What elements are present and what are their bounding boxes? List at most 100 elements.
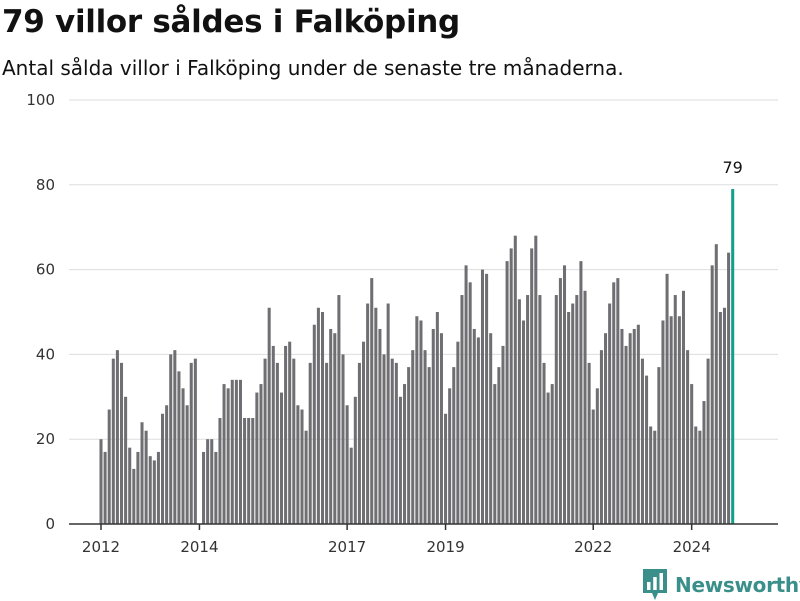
- bar: [640, 358, 644, 524]
- bar: [111, 358, 115, 524]
- brand-name: Newsworthy: [675, 573, 800, 597]
- bar: [521, 320, 526, 524]
- y-tick-label: 80: [36, 176, 55, 194]
- bar: [636, 324, 640, 524]
- bar: [124, 396, 128, 524]
- bar: [296, 405, 300, 524]
- bar: [103, 451, 107, 524]
- bar: [616, 278, 620, 524]
- bar: [698, 430, 702, 524]
- bar: [505, 261, 509, 524]
- bar: [472, 328, 476, 524]
- bar: [165, 405, 169, 524]
- bar: [517, 299, 521, 524]
- bar: [263, 358, 267, 524]
- bar: [271, 345, 275, 524]
- bar: [132, 468, 136, 524]
- bar: [727, 252, 731, 524]
- bar: [382, 354, 386, 524]
- bar: [714, 244, 718, 524]
- bar: [718, 312, 722, 524]
- bar: [119, 362, 124, 524]
- bar: [243, 418, 247, 524]
- bar: [485, 273, 489, 524]
- y-tick-label: 60: [36, 261, 55, 279]
- bar: [341, 354, 345, 524]
- bar: [702, 401, 706, 524]
- bar: [325, 362, 329, 524]
- bar: [353, 396, 357, 524]
- bars-layer: [99, 189, 735, 525]
- bar: [259, 384, 263, 524]
- bar: [448, 388, 452, 524]
- bar: [497, 367, 501, 524]
- bar: [534, 235, 538, 524]
- bar: [349, 447, 353, 524]
- labels-layer: 0 20 40 60 80 100 79 2012 2014 2017 2019 2022 2024: [26, 91, 743, 556]
- bar: [645, 375, 649, 524]
- bar: [279, 392, 284, 524]
- bar: [427, 367, 431, 524]
- bar: [661, 320, 665, 524]
- y-tick-label: 40: [36, 345, 55, 363]
- bar: [579, 261, 583, 524]
- bar: [337, 295, 341, 524]
- bar: [710, 265, 714, 524]
- bar: [267, 307, 271, 524]
- newsworthy-logo-icon: [643, 569, 667, 600]
- bar: [206, 439, 210, 524]
- bar: [415, 316, 419, 524]
- bar: [357, 362, 361, 524]
- x-tick-label: 2022: [574, 538, 612, 556]
- bar: [653, 430, 657, 524]
- bar: [218, 418, 222, 524]
- bar: [681, 290, 685, 524]
- bar: [378, 328, 382, 524]
- bar: [128, 447, 132, 524]
- bar: [140, 422, 144, 524]
- bar: [398, 396, 402, 524]
- bar: [628, 333, 632, 524]
- x-tick-label: 2012: [82, 538, 120, 556]
- chart-title: 79 villor såldes i Falköping: [2, 4, 460, 40]
- x-tick-label: 2019: [426, 538, 464, 556]
- bar: [275, 362, 279, 524]
- y-tick-label: 20: [36, 430, 55, 448]
- bar: [591, 409, 595, 524]
- x-tick-label: 2024: [673, 538, 711, 556]
- bar: [419, 320, 423, 524]
- bar: [686, 350, 690, 524]
- bar: [509, 248, 513, 524]
- bar: [620, 328, 624, 524]
- bar: [587, 362, 591, 524]
- bar: [173, 350, 177, 524]
- bar: [464, 265, 468, 524]
- bar: [234, 379, 238, 524]
- bar: [107, 409, 111, 524]
- bar: [304, 430, 308, 524]
- y-tick-label: 0: [45, 515, 55, 533]
- x-tick-label: 2017: [328, 538, 366, 556]
- bar: [669, 316, 673, 524]
- bar: [489, 333, 493, 524]
- bar: [407, 367, 411, 524]
- bar: [431, 328, 435, 524]
- bar: [238, 379, 242, 524]
- bar: [230, 379, 234, 524]
- bar: [468, 282, 472, 524]
- bar: [210, 439, 214, 524]
- bar: [374, 307, 378, 524]
- x-tick-label: 2014: [180, 538, 218, 556]
- bar: [247, 418, 251, 524]
- bar: [288, 341, 292, 524]
- bar: [456, 341, 460, 524]
- bar: [538, 295, 542, 524]
- bar: [513, 235, 517, 524]
- bar: [144, 430, 148, 524]
- data-label-latest: 79: [723, 158, 743, 177]
- bar: [185, 405, 189, 524]
- bar: [444, 413, 448, 524]
- bar: [308, 362, 312, 524]
- bar: [320, 312, 325, 524]
- newsworthy-logo: Newsworthy: [643, 569, 800, 601]
